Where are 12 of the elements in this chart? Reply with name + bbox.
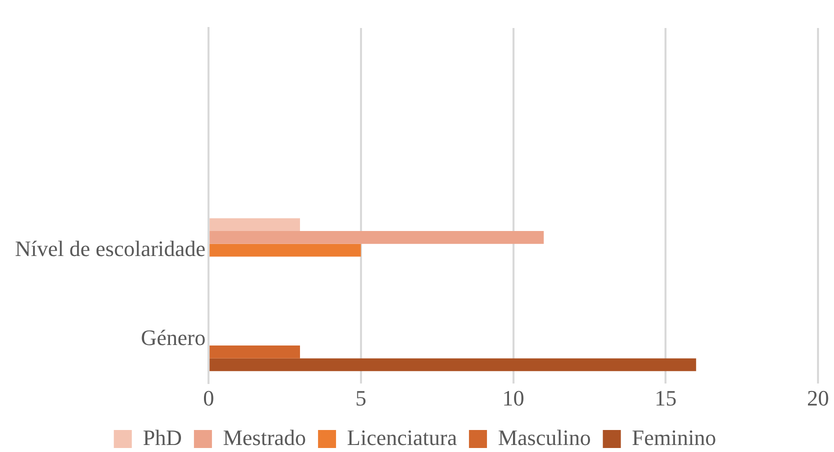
y-tick-label: Nível de escolaridade [15, 236, 206, 262]
legend-label: PhD [142, 424, 182, 450]
legend-label: Mestrado [222, 424, 306, 450]
legend-label: Feminino [632, 424, 716, 450]
x-tick-label: 20 [807, 386, 829, 411]
legend-label: Licenciatura [347, 424, 458, 450]
x-tick-label: 5 [355, 386, 366, 411]
x-tick-label: 0 [203, 386, 214, 411]
x-tick-label: 15 [654, 386, 677, 411]
y-tick-label: Género [140, 324, 206, 350]
x-tick-label: 10 [502, 386, 524, 411]
legend-label: Masculino [498, 424, 591, 450]
